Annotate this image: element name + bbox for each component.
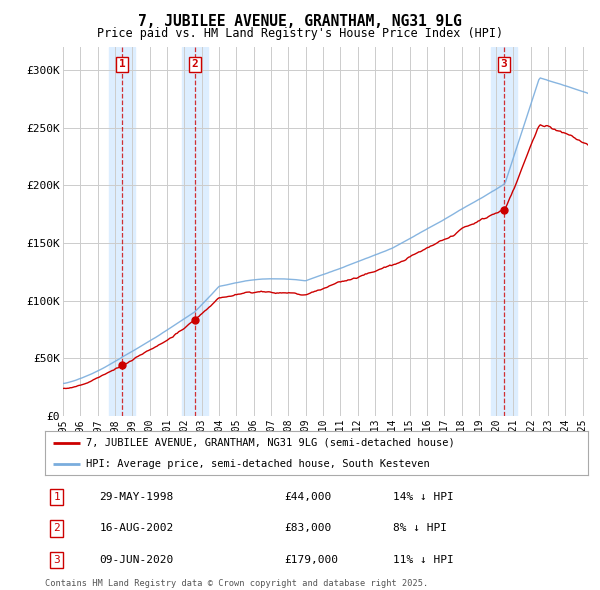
- Text: £179,000: £179,000: [284, 555, 338, 565]
- Text: 8% ↓ HPI: 8% ↓ HPI: [392, 523, 446, 533]
- Text: Contains HM Land Registry data © Crown copyright and database right 2025.
This d: Contains HM Land Registry data © Crown c…: [45, 579, 428, 590]
- Text: 3: 3: [500, 60, 507, 70]
- Text: 7, JUBILEE AVENUE, GRANTHAM, NG31 9LG: 7, JUBILEE AVENUE, GRANTHAM, NG31 9LG: [138, 14, 462, 28]
- Text: 7, JUBILEE AVENUE, GRANTHAM, NG31 9LG (semi-detached house): 7, JUBILEE AVENUE, GRANTHAM, NG31 9LG (s…: [86, 438, 454, 448]
- Text: 09-JUN-2020: 09-JUN-2020: [100, 555, 173, 565]
- Bar: [182, 47, 208, 416]
- Text: 1: 1: [119, 60, 125, 70]
- Text: 16-AUG-2002: 16-AUG-2002: [100, 523, 173, 533]
- Text: Price paid vs. HM Land Registry's House Price Index (HPI): Price paid vs. HM Land Registry's House …: [97, 27, 503, 40]
- Text: HPI: Average price, semi-detached house, South Kesteven: HPI: Average price, semi-detached house,…: [86, 459, 430, 469]
- Text: 1: 1: [53, 492, 61, 502]
- Text: £83,000: £83,000: [284, 523, 331, 533]
- Bar: [109, 47, 135, 416]
- Text: 2: 2: [53, 523, 61, 533]
- Text: 2: 2: [191, 60, 199, 70]
- Text: 11% ↓ HPI: 11% ↓ HPI: [392, 555, 453, 565]
- Text: 3: 3: [53, 555, 61, 565]
- Text: £44,000: £44,000: [284, 492, 331, 502]
- Bar: [491, 47, 517, 416]
- Text: 29-MAY-1998: 29-MAY-1998: [100, 492, 173, 502]
- Text: 14% ↓ HPI: 14% ↓ HPI: [392, 492, 453, 502]
